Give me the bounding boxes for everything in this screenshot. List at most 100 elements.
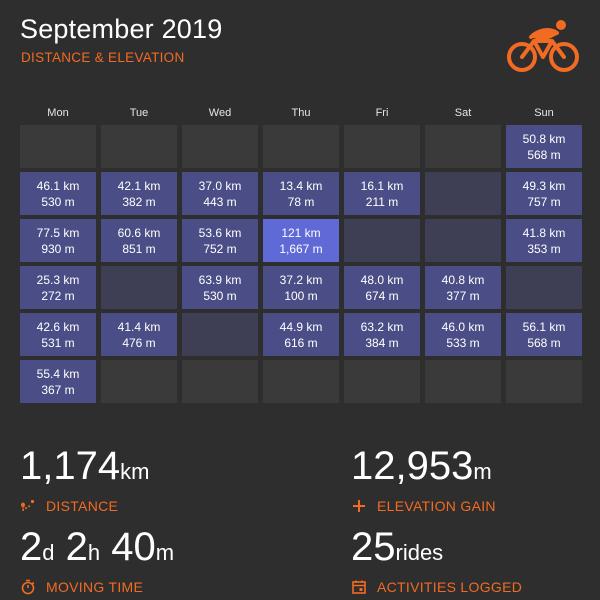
day-distance: 77.5 km (36, 225, 80, 240)
calendar-day-cell: 60.6 km 851 m (101, 219, 177, 262)
calendar-day-cell: 121 km 1,667 m (263, 219, 339, 262)
moving-time-minutes: 40 (111, 525, 156, 569)
day-distance: 63.2 km (360, 319, 404, 334)
calendar-day-cell: 25.3 km 272 m (20, 266, 96, 309)
calendar-grid: 50.8 km 568 m 46.1 km 530 m 42.1 km 382 m 37.0… (20, 125, 582, 403)
day-distance: 53.6 km (198, 225, 242, 240)
plus-icon (353, 500, 365, 512)
calendar-day-cell: 56.1 km 568 m (506, 313, 582, 356)
calendar-empty-cell (101, 125, 177, 168)
weekday-sun: Sun (534, 107, 554, 119)
elevation-unit: m (473, 459, 492, 484)
hours-unit: h (87, 540, 101, 565)
calendar-day-cell: 53.6 km 752 m (182, 219, 258, 262)
cyclist-icon (507, 20, 579, 72)
calendar-day-cell: 48.0 km 674 m (344, 266, 420, 309)
calendar-day-cell: 16.1 km 211 m (344, 172, 420, 215)
day-elevation: 752 m (203, 241, 237, 256)
day-elevation: 100 m (284, 288, 318, 303)
calendar-day-cell: 49.3 km 757 m (506, 172, 582, 215)
day-elevation: 568 m (527, 335, 561, 350)
page-subtitle: DISTANCE & ELEVATION (21, 50, 185, 65)
calendar-day-cell: 41.8 km 353 m (506, 219, 582, 262)
calendar-rest-day-cell (506, 266, 582, 309)
distance-label-row: DISTANCE (20, 498, 149, 514)
day-elevation: 616 m (284, 335, 318, 350)
day-elevation: 530 m (203, 288, 237, 303)
minutes-unit: m (155, 540, 175, 565)
day-distance: 44.9 km (279, 319, 323, 334)
activities-label-row: ACTIVITIES LOGGED (351, 579, 522, 595)
distance-value-line: 1,174km (20, 446, 149, 492)
calendar-day-cell: 42.6 km 531 m (20, 313, 96, 356)
calendar-empty-cell (182, 360, 258, 403)
day-elevation: 443 m (203, 194, 237, 209)
day-elevation: 78 m (287, 194, 315, 209)
distance-label: DISTANCE (46, 498, 119, 514)
stopwatch-icon (21, 579, 35, 595)
day-distance: 42.6 km (36, 319, 80, 334)
day-distance: 42.1 km (117, 178, 161, 193)
calendar-rest-day-cell (182, 313, 258, 356)
day-distance: 37.0 km (198, 178, 242, 193)
moving-time-hours: 2 (65, 525, 88, 569)
day-elevation: 568 m (527, 147, 561, 162)
calendar-empty-cell (182, 125, 258, 168)
weekday-tue: Tue (129, 107, 149, 119)
activities-value: 25 (351, 525, 396, 569)
elevation-value-line: 12,953m (351, 446, 496, 492)
day-distance: 37.2 km (279, 272, 323, 287)
elevation-stat: 12,953m ELEVATION GAIN (351, 446, 496, 514)
calendar-empty-cell (263, 360, 339, 403)
calendar-day-cell: 37.0 km 443 m (182, 172, 258, 215)
calendar-empty-cell (506, 360, 582, 403)
day-distance: 16.1 km (360, 178, 404, 193)
day-distance: 50.8 km (522, 131, 566, 146)
distance-stat: 1,174km DISTANCE (20, 446, 149, 514)
day-distance: 56.1 km (522, 319, 566, 334)
calendar: Mon Tue Wed Thu Fri Sat Sun 50.8 km 568 m… (20, 104, 582, 403)
elevation-label: ELEVATION GAIN (377, 498, 496, 514)
day-elevation: 533 m (446, 335, 480, 350)
day-elevation: 384 m (365, 335, 399, 350)
moving-time-stat: 2d 2h 40m MOVING TIME (20, 527, 174, 595)
day-distance: 63.9 km (198, 272, 242, 287)
calendar-day-cell: 42.1 km 382 m (101, 172, 177, 215)
calendar-rest-day-cell (101, 266, 177, 309)
day-distance: 46.0 km (441, 319, 485, 334)
moving-time-value-line: 2d 2h 40m (20, 527, 174, 573)
day-distance: 55.4 km (36, 366, 80, 381)
calendar-rest-day-cell (425, 219, 501, 262)
activities-label: ACTIVITIES LOGGED (377, 579, 523, 595)
calendar-empty-cell (101, 360, 177, 403)
distance-unit: km (120, 459, 150, 484)
day-distance: 41.8 km (522, 225, 566, 240)
moving-time-days: 2 (20, 525, 43, 569)
day-distance: 13.4 km (279, 178, 323, 193)
activities-stat: 25rides ACTIVITIES LOGGED (351, 527, 522, 595)
calendar-day-cell: 44.9 km 616 m (263, 313, 339, 356)
day-elevation: 1,667 m (279, 241, 323, 256)
day-distance: 49.3 km (522, 178, 566, 193)
weekday-header: Mon Tue Wed Thu Fri Sat Sun (20, 104, 580, 122)
day-elevation: 757 m (527, 194, 561, 209)
activities-unit: rides (395, 540, 444, 565)
distance-value: 1,174 (20, 444, 121, 488)
day-elevation: 367 m (41, 382, 75, 397)
day-elevation: 851 m (122, 241, 156, 256)
activities-value-line: 25rides (351, 527, 522, 573)
weekday-wed: Wed (208, 107, 232, 119)
day-elevation: 382 m (122, 194, 156, 209)
day-elevation: 531 m (41, 335, 75, 350)
day-distance: 41.4 km (117, 319, 161, 334)
elevation-value: 12,953 (351, 444, 474, 488)
calendar-day-cell: 13.4 km 78 m (263, 172, 339, 215)
page-title: September 2019 (20, 14, 223, 44)
calendar-rest-day-cell (425, 172, 501, 215)
day-distance: 46.1 km (36, 178, 80, 193)
day-distance: 60.6 km (117, 225, 161, 240)
day-distance: 48.0 km (360, 272, 404, 287)
calendar-day-cell: 63.2 km 384 m (344, 313, 420, 356)
day-distance: 121 km (281, 225, 321, 240)
moving-time-label: MOVING TIME (46, 579, 144, 595)
